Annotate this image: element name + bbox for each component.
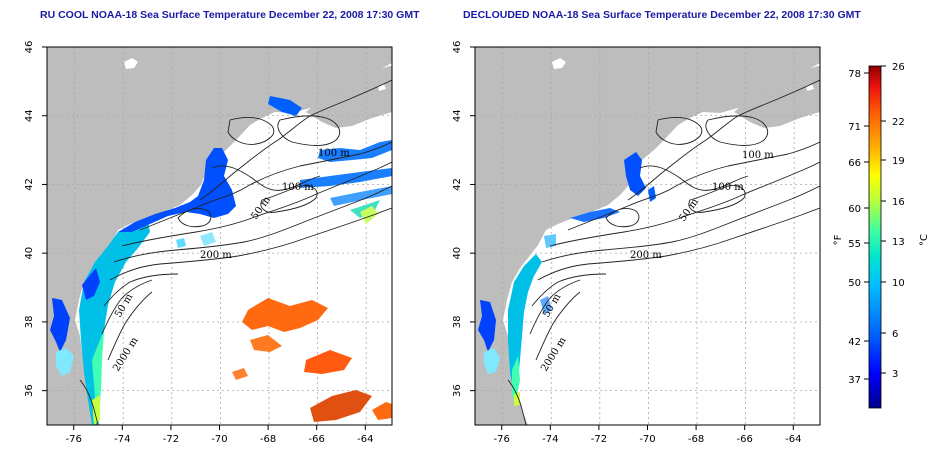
fahrenheit-tick-label: 71	[848, 122, 861, 133]
contour-label: 100 m	[318, 148, 350, 159]
x-tick-label: -64	[785, 434, 801, 445]
left-axes: -76 -74 -72 -70 -68 -66 -64 36 38 40 42 44 46	[24, 41, 373, 445]
sst-data	[50, 96, 392, 425]
y-tick-label: 38	[452, 316, 463, 329]
y-tick-label: 42	[452, 178, 463, 191]
x-tick-label: -64	[357, 434, 373, 445]
fahrenheit-ticks: 78 71 66 60 55 50 42 37	[848, 69, 869, 386]
celsius-tick-label: 19	[892, 156, 905, 167]
contour-label: 200 m	[200, 250, 232, 261]
contour-label: 100 m	[282, 182, 314, 193]
bathymetry-contours	[79, 79, 392, 425]
right-map-title: DECLOUDED NOAA-18 Sea Surface Temperatur…	[463, 9, 861, 21]
colorbar: °F °C 78 71 66 60 55 50 42 37 26 22 19 16 13 10 6 3	[833, 62, 930, 409]
y-tick-label: 44	[24, 109, 35, 122]
celsius-tick-label: 13	[892, 237, 905, 248]
fahrenheit-tick-label: 66	[848, 158, 861, 169]
y-tick-label: 46	[452, 41, 463, 54]
x-tick-label: -74	[542, 434, 558, 445]
contour-label: 100 m	[742, 150, 774, 161]
fahrenheit-tick-label: 42	[848, 337, 861, 348]
x-tick-label: -70	[211, 434, 227, 445]
y-tick-label: 36	[24, 384, 35, 397]
y-tick-label: 42	[24, 178, 35, 191]
celsius-axis-label: °C	[919, 234, 930, 246]
x-tick-label: -68	[688, 434, 704, 445]
graticule	[475, 47, 820, 425]
y-tick-label: 40	[452, 247, 463, 260]
celsius-tick-label: 10	[892, 278, 905, 289]
y-tick-label: 36	[452, 384, 463, 397]
y-tick-label: 38	[24, 316, 35, 329]
x-tick-label: -66	[309, 434, 325, 445]
contour-label: 100 m	[712, 182, 744, 193]
x-tick-label: -72	[163, 434, 179, 445]
celsius-tick-label: 6	[892, 329, 898, 340]
x-tick-label: -68	[260, 434, 276, 445]
celsius-tick-label: 16	[892, 197, 905, 208]
x-tick-label: -76	[494, 434, 510, 445]
left-map-title: RU COOL NOAA-18 Sea Surface Temperature …	[40, 9, 420, 21]
celsius-tick-label: 22	[892, 117, 905, 128]
sst-data	[478, 152, 656, 406]
left-map-panel: 100 m 100 m 50 m 200 m 50 m 2000 m -76 -7…	[24, 41, 393, 445]
contour-label: 200 m	[630, 250, 662, 261]
fahrenheit-tick-label: 37	[848, 375, 861, 386]
fahrenheit-tick-label: 50	[848, 278, 861, 289]
right-axes: -76 -74 -72 -70 -68 -66 -64 36 38 40 42 44 46	[452, 41, 801, 445]
x-tick-label: -70	[639, 434, 655, 445]
fahrenheit-tick-label: 60	[848, 204, 861, 215]
x-tick-label: -74	[114, 434, 130, 445]
fahrenheit-tick-label: 55	[848, 239, 861, 250]
celsius-tick-label: 3	[892, 369, 898, 380]
x-tick-label: -72	[591, 434, 607, 445]
y-tick-label: 40	[24, 247, 35, 260]
fahrenheit-tick-label: 78	[848, 69, 861, 80]
y-tick-label: 44	[452, 109, 463, 122]
y-tick-label: 46	[24, 41, 35, 54]
colorbar-ramp	[868, 65, 882, 409]
fahrenheit-axis-label: °F	[833, 234, 844, 245]
land-mass	[475, 47, 820, 425]
celsius-ticks: 26 22 19 16 13 10 6 3	[881, 62, 905, 380]
land-mass	[47, 47, 392, 425]
x-tick-label: -76	[66, 434, 82, 445]
celsius-tick-label: 26	[892, 62, 905, 73]
x-tick-label: -66	[737, 434, 753, 445]
right-map-panel: 100 m 100 m 50 m 200 m 50 m 2000 m -76 -7…	[452, 41, 821, 445]
bathymetry-contours	[507, 79, 820, 425]
